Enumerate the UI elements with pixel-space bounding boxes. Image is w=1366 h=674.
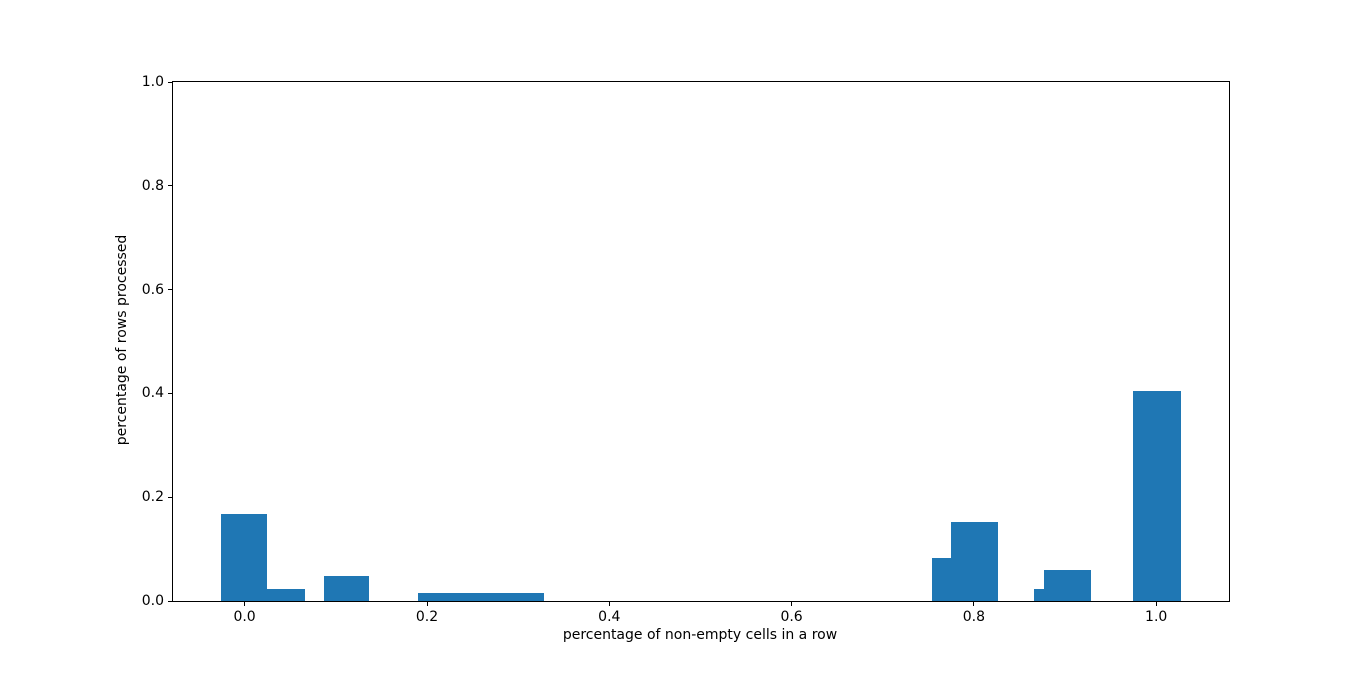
x-tick-label: 0.6 bbox=[780, 609, 803, 625]
histogram-bar bbox=[1133, 390, 1181, 601]
x-tick-mark bbox=[426, 602, 428, 606]
x-tick-label: 0.4 bbox=[598, 609, 621, 625]
x-tick-mark bbox=[244, 602, 246, 606]
x-tick-mark bbox=[973, 602, 975, 606]
plot-area bbox=[172, 81, 1230, 602]
x-tick-label: 1.0 bbox=[1145, 609, 1168, 625]
x-tick-label: 0.0 bbox=[233, 609, 256, 625]
histogram-bar bbox=[417, 593, 545, 601]
y-tick-mark bbox=[168, 289, 172, 291]
y-axis-label: percentage of rows processed bbox=[114, 234, 130, 446]
histogram-bar bbox=[1034, 588, 1044, 601]
histogram-bar bbox=[951, 521, 998, 601]
x-axis-label: percentage of non-empty cells in a row bbox=[562, 627, 838, 643]
x-tick-mark bbox=[608, 602, 610, 606]
y-tick-label: 0.2 bbox=[141, 489, 164, 506]
histogram-bar bbox=[931, 557, 951, 601]
y-tick-label: 1.0 bbox=[141, 74, 164, 90]
y-tick-mark bbox=[168, 496, 172, 498]
y-tick-mark bbox=[168, 600, 172, 602]
y-tick-mark bbox=[168, 392, 172, 394]
histogram-bar bbox=[323, 576, 369, 601]
x-tick-mark bbox=[791, 602, 793, 606]
y-tick-mark bbox=[168, 185, 172, 187]
histogram-bar bbox=[1044, 569, 1091, 601]
histogram-bar bbox=[267, 588, 305, 601]
y-tick-label: 0.8 bbox=[141, 177, 164, 194]
y-tick-label: 0.6 bbox=[141, 281, 164, 298]
y-tick-mark bbox=[168, 81, 172, 83]
x-tick-label: 0.8 bbox=[962, 609, 986, 625]
y-tick-label: 0.4 bbox=[141, 385, 164, 402]
histogram-bar bbox=[220, 513, 268, 601]
x-tick-label: 0.2 bbox=[415, 609, 439, 625]
y-tick-label: 0.0 bbox=[141, 593, 164, 609]
x-tick-mark bbox=[1155, 602, 1157, 606]
